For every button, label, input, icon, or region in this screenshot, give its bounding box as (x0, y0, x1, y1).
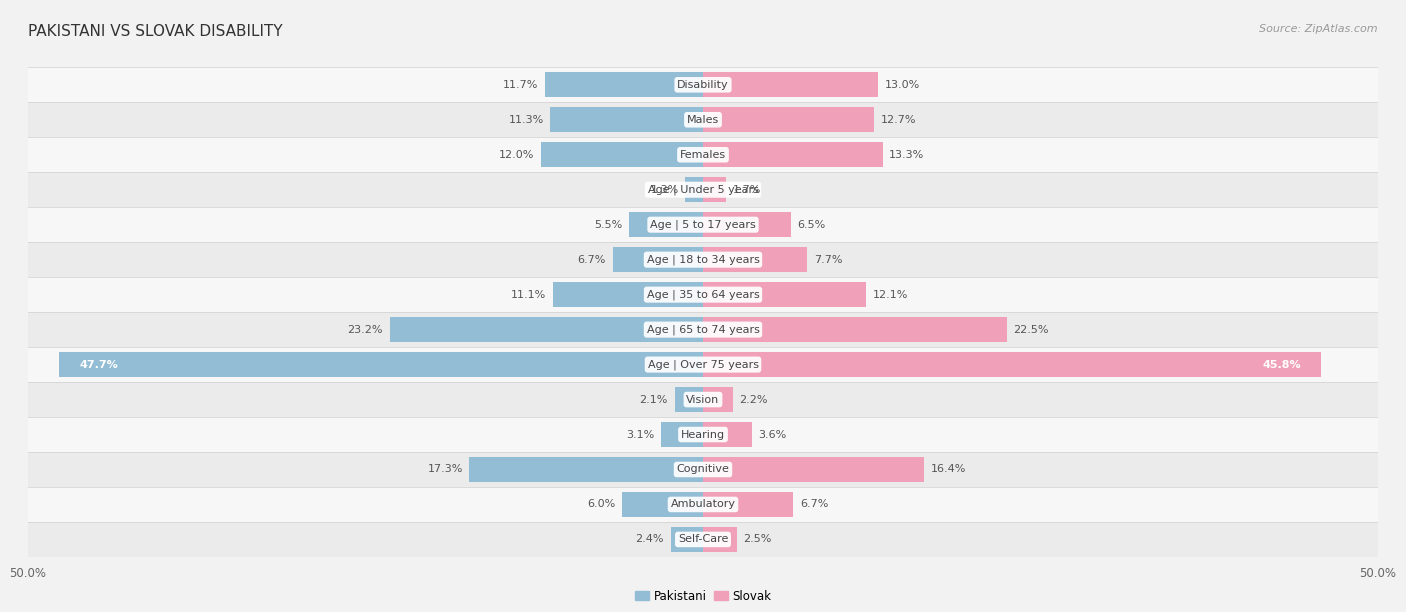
Text: 6.0%: 6.0% (588, 499, 616, 509)
Text: 17.3%: 17.3% (427, 465, 463, 474)
Bar (553, 282, 703, 307)
Bar (28, 487, 1378, 522)
Bar (703, 282, 866, 307)
Text: 22.5%: 22.5% (1014, 324, 1049, 335)
Text: Cognitive: Cognitive (676, 465, 730, 474)
Text: 13.3%: 13.3% (889, 150, 925, 160)
Bar (28, 347, 1378, 382)
Bar (703, 107, 875, 132)
Bar (703, 142, 883, 167)
Text: PAKISTANI VS SLOVAK DISABILITY: PAKISTANI VS SLOVAK DISABILITY (28, 24, 283, 40)
Text: Age | 35 to 64 years: Age | 35 to 64 years (647, 289, 759, 300)
Text: 5.5%: 5.5% (593, 220, 621, 230)
Bar (613, 247, 703, 272)
Bar (28, 172, 1378, 207)
Bar (703, 177, 725, 203)
Text: 2.4%: 2.4% (636, 534, 664, 545)
Bar (703, 352, 1322, 377)
Text: 2.1%: 2.1% (640, 395, 668, 405)
Text: Source: ZipAtlas.com: Source: ZipAtlas.com (1260, 24, 1378, 34)
Text: Age | Under 5 years: Age | Under 5 years (648, 184, 758, 195)
Text: Ambulatory: Ambulatory (671, 499, 735, 509)
Text: Age | 18 to 34 years: Age | 18 to 34 years (647, 255, 759, 265)
Text: 1.7%: 1.7% (733, 185, 761, 195)
Text: Males: Males (688, 115, 718, 125)
Text: 6.7%: 6.7% (800, 499, 828, 509)
Text: 6.5%: 6.5% (797, 220, 825, 230)
Text: Age | Over 75 years: Age | Over 75 years (648, 359, 758, 370)
Bar (628, 212, 703, 237)
Text: 16.4%: 16.4% (931, 465, 966, 474)
Bar (703, 317, 1007, 342)
Text: 2.5%: 2.5% (744, 534, 772, 545)
Text: Disability: Disability (678, 80, 728, 90)
Bar (686, 177, 703, 203)
Text: Vision: Vision (686, 395, 720, 405)
Text: 47.7%: 47.7% (79, 360, 118, 370)
Bar (28, 312, 1378, 347)
Text: 6.7%: 6.7% (578, 255, 606, 264)
Bar (671, 527, 703, 552)
Text: 7.7%: 7.7% (814, 255, 842, 264)
Text: 12.7%: 12.7% (882, 115, 917, 125)
Bar (546, 72, 703, 97)
Bar (389, 317, 703, 342)
Text: 11.1%: 11.1% (512, 289, 547, 300)
Bar (661, 422, 703, 447)
Bar (470, 457, 703, 482)
Bar (28, 277, 1378, 312)
Text: 12.0%: 12.0% (499, 150, 534, 160)
Text: 1.3%: 1.3% (651, 185, 679, 195)
Text: 3.6%: 3.6% (758, 430, 786, 439)
Text: Females: Females (681, 150, 725, 160)
Bar (28, 382, 1378, 417)
Bar (541, 142, 703, 167)
Text: 3.1%: 3.1% (626, 430, 654, 439)
Bar (703, 422, 752, 447)
Text: 2.2%: 2.2% (740, 395, 768, 405)
Bar (703, 387, 733, 412)
Bar (28, 522, 1378, 557)
Bar (621, 492, 703, 517)
Bar (28, 137, 1378, 172)
Bar (551, 107, 703, 132)
Bar (703, 212, 790, 237)
Bar (703, 527, 737, 552)
Bar (28, 242, 1378, 277)
Bar (28, 207, 1378, 242)
Bar (28, 417, 1378, 452)
Text: Age | 65 to 74 years: Age | 65 to 74 years (647, 324, 759, 335)
Text: 11.3%: 11.3% (509, 115, 544, 125)
Text: Self-Care: Self-Care (678, 534, 728, 545)
Bar (28, 67, 1378, 102)
Text: Hearing: Hearing (681, 430, 725, 439)
Text: 45.8%: 45.8% (1263, 360, 1301, 370)
Bar (703, 72, 879, 97)
Text: 23.2%: 23.2% (347, 324, 382, 335)
Text: 13.0%: 13.0% (886, 80, 921, 90)
Legend: Pakistani, Slovak: Pakistani, Slovak (630, 585, 776, 607)
Bar (675, 387, 703, 412)
Bar (59, 352, 703, 377)
Text: Age | 5 to 17 years: Age | 5 to 17 years (650, 220, 756, 230)
Bar (703, 247, 807, 272)
Bar (703, 492, 793, 517)
Bar (28, 102, 1378, 137)
Text: 11.7%: 11.7% (503, 80, 538, 90)
Bar (703, 457, 924, 482)
Bar (28, 452, 1378, 487)
Text: 12.1%: 12.1% (873, 289, 908, 300)
